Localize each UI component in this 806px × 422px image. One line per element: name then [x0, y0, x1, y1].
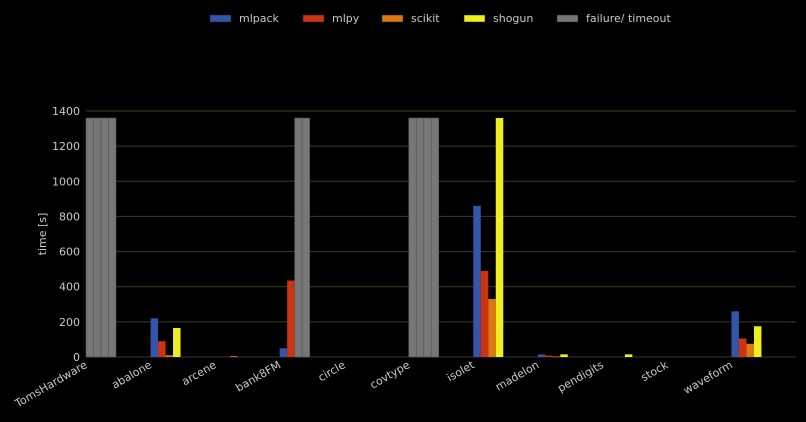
y-axis-ticks: 0 200 400 600 800 1000 1200 1400	[52, 105, 80, 364]
bar-mlpy	[287, 280, 295, 357]
bar-shogun	[624, 354, 633, 357]
x-tick-label: TomsHardware	[12, 358, 90, 410]
y-tick-label: 1000	[52, 175, 80, 188]
legend-swatch	[556, 14, 579, 23]
bar-mlpy	[545, 355, 553, 357]
legend-label: shogun	[493, 12, 533, 25]
legend-label: mlpack	[239, 12, 280, 25]
legend-swatch	[209, 14, 232, 23]
y-tick-label: 1400	[52, 105, 80, 118]
legend-swatch	[302, 14, 325, 23]
bar-scikit	[165, 355, 174, 357]
bar-mlpack	[473, 205, 481, 357]
bar-shogun	[560, 354, 568, 357]
bar-shogun	[495, 118, 504, 358]
legend-label: scikit	[411, 12, 440, 25]
bar-mlpy	[158, 341, 166, 357]
x-tick-label: pendigits	[555, 358, 606, 395]
y-tick-label: 200	[59, 316, 80, 329]
bar-shogun	[173, 328, 181, 357]
bar-mlpy	[480, 270, 489, 357]
legend: mlpack mlpy scikit shogun failure/ timeout	[209, 12, 672, 25]
bar-mlpack	[731, 311, 739, 357]
y-tick-label: 800	[59, 210, 80, 223]
grid-lines	[86, 110, 796, 358]
y-axis-label: time [s]	[36, 213, 49, 256]
x-tick-label: madelon	[493, 358, 541, 393]
failure-bar	[423, 117, 432, 358]
bar-mlpy	[738, 338, 747, 357]
legend-swatch	[463, 14, 486, 23]
bar-scikit	[230, 356, 238, 357]
bars	[85, 117, 762, 358]
legend-swatch	[381, 14, 404, 23]
x-tick-label: covtype	[368, 358, 413, 391]
x-tick-label: abalone	[109, 358, 154, 391]
bar-scikit	[488, 299, 496, 357]
failure-bar	[93, 117, 102, 358]
failure-bar	[108, 117, 117, 358]
failure-bar	[415, 117, 425, 358]
y-tick-label: 600	[59, 246, 80, 259]
bar-scikit	[746, 343, 754, 357]
failure-bar	[430, 117, 440, 358]
failure-bar	[301, 117, 310, 358]
failure-bar	[85, 117, 94, 358]
x-tick-label: waveform	[681, 358, 735, 397]
x-tick-label: arcene	[180, 358, 219, 388]
y-tick-label: 400	[59, 281, 80, 294]
x-tick-label: circle	[316, 358, 348, 384]
legend-label: failure/ timeout	[586, 12, 672, 25]
y-tick-label: 1200	[52, 140, 80, 153]
bar-mlpack	[537, 354, 546, 357]
failure-bar	[294, 117, 303, 358]
failure-bar	[100, 117, 109, 358]
y-tick-label: 0	[73, 351, 80, 364]
bar-shogun	[753, 326, 762, 357]
x-axis-ticks: TomsHardware abalone arcene bank8FM circle co…	[12, 358, 735, 411]
bar-mlpack	[150, 318, 159, 357]
x-tick-label: isolet	[445, 358, 478, 384]
bar-scikit	[552, 356, 561, 358]
failure-bar	[408, 117, 417, 358]
bar-mlpack	[279, 348, 288, 357]
x-tick-label: bank8FM	[233, 358, 283, 394]
legend-label: mlpy	[332, 12, 360, 25]
x-tick-label: stock	[639, 358, 671, 384]
